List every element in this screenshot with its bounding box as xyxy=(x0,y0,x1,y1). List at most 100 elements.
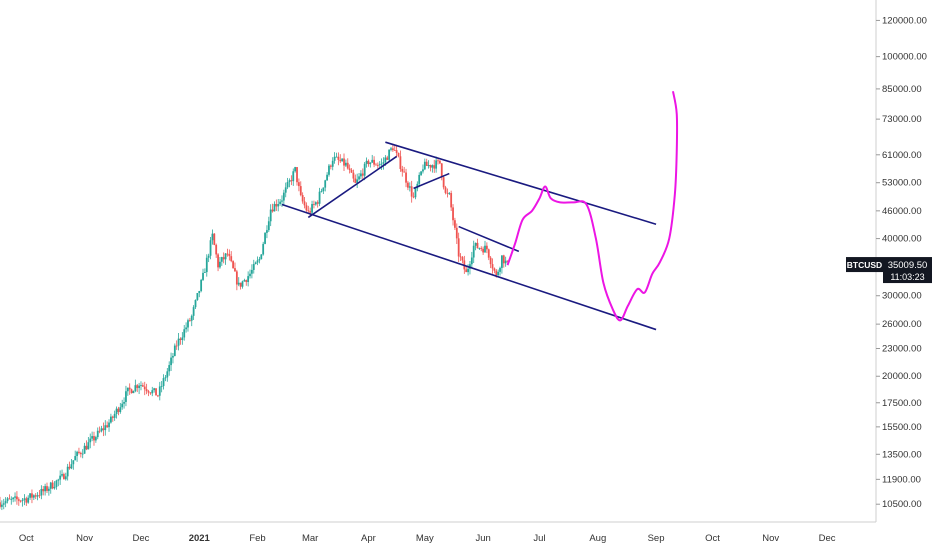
candle-14 xyxy=(25,496,28,506)
candle-181 xyxy=(339,154,342,163)
candle-240 xyxy=(450,190,453,211)
candle-59 xyxy=(110,413,112,424)
candle-11 xyxy=(19,499,22,503)
candle-136 xyxy=(254,261,257,265)
candle-35 xyxy=(64,472,67,481)
candle-52 xyxy=(96,427,99,440)
channel-upper-line[interactable] xyxy=(385,141,657,225)
candle-213 xyxy=(399,150,402,172)
candle-174 xyxy=(326,172,328,181)
candle-225 xyxy=(422,164,424,174)
candle-243 xyxy=(455,223,458,244)
candle-36 xyxy=(66,463,69,481)
candles-layer xyxy=(0,143,509,511)
candle-143 xyxy=(267,216,270,233)
candle-168 xyxy=(314,201,317,206)
candle-167 xyxy=(313,200,315,209)
channel-lower-line[interactable] xyxy=(281,203,657,331)
y-tick-label-4: 17500.00 xyxy=(882,398,922,409)
y-tick-label-10: 40000.00 xyxy=(882,234,922,245)
candle-140 xyxy=(262,241,265,256)
candle-102 xyxy=(190,314,193,327)
candle-206 xyxy=(386,155,389,161)
candle-147 xyxy=(275,199,278,211)
candle-152 xyxy=(284,182,287,198)
candle-26 xyxy=(47,486,50,496)
y-tick-label-3: 15500.00 xyxy=(882,422,922,433)
candle-239 xyxy=(448,191,451,196)
candle-226 xyxy=(423,158,426,171)
candle-118 xyxy=(220,256,223,266)
candle-103 xyxy=(192,305,195,320)
candle-43 xyxy=(79,451,82,458)
x-tick-label-6: Apr xyxy=(361,533,376,544)
candle-89 xyxy=(166,367,169,382)
candle-51 xyxy=(94,435,97,443)
candle-94 xyxy=(175,340,178,350)
candle-149 xyxy=(279,198,281,206)
candle-3 xyxy=(4,497,7,508)
candle-236 xyxy=(442,175,445,190)
candle-19 xyxy=(34,493,37,500)
candle-80 xyxy=(149,392,152,395)
candle-112 xyxy=(209,236,212,260)
candle-180 xyxy=(337,152,340,166)
candle-190 xyxy=(356,173,359,188)
candle-241 xyxy=(452,204,454,226)
candle-121 xyxy=(226,248,229,257)
x-tick-label-8: Jun xyxy=(475,533,490,544)
candle-137 xyxy=(256,256,259,266)
candle-84 xyxy=(157,394,159,398)
candle-189 xyxy=(354,174,357,184)
candle-34 xyxy=(63,472,65,480)
candle-73 xyxy=(136,383,139,393)
candle-90 xyxy=(168,361,171,376)
candle-196 xyxy=(367,159,370,167)
candle-188 xyxy=(352,169,355,183)
candle-62 xyxy=(115,406,118,419)
candle-0 xyxy=(0,496,1,509)
y-tick-label-2: 13500.00 xyxy=(882,449,922,460)
candle-58 xyxy=(108,419,110,432)
candle-49 xyxy=(91,431,94,442)
x-tick-label-2: Dec xyxy=(133,533,150,544)
candle-148 xyxy=(277,198,280,212)
x-tick-label-1: Nov xyxy=(76,533,93,544)
candle-166 xyxy=(311,200,313,215)
candle-61 xyxy=(113,410,116,421)
candle-125 xyxy=(234,262,236,272)
candle-245 xyxy=(459,253,462,262)
candle-144 xyxy=(269,204,272,227)
candle-203 xyxy=(380,158,383,170)
candle-2 xyxy=(2,498,5,510)
candle-252 xyxy=(472,240,475,264)
candle-79 xyxy=(147,389,150,397)
candle-202 xyxy=(378,161,381,168)
candle-135 xyxy=(252,259,255,274)
candle-70 xyxy=(130,388,133,394)
candle-16 xyxy=(29,493,31,500)
candle-44 xyxy=(81,449,84,459)
candle-234 xyxy=(438,160,441,165)
wedge-upper-line[interactable] xyxy=(458,225,520,253)
candle-13 xyxy=(23,494,26,506)
candle-96 xyxy=(179,337,182,345)
trend-support-line[interactable] xyxy=(307,155,398,219)
candle-218 xyxy=(408,182,411,192)
candle-107 xyxy=(200,278,203,293)
candle-223 xyxy=(418,172,421,188)
x-tick-label-5: Mar xyxy=(302,533,318,544)
last-price-value: 35009.50 xyxy=(888,260,928,271)
candle-25 xyxy=(46,482,48,493)
candle-169 xyxy=(316,200,319,208)
candle-45 xyxy=(83,442,86,454)
candle-37 xyxy=(68,461,71,470)
candle-63 xyxy=(117,406,120,416)
candle-259 xyxy=(485,242,488,254)
projection-path[interactable] xyxy=(506,91,679,322)
candle-256 xyxy=(480,246,483,252)
y-tick-label-13: 61000.00 xyxy=(882,150,922,161)
candle-242 xyxy=(454,217,456,230)
small-trend-line[interactable] xyxy=(413,172,450,190)
